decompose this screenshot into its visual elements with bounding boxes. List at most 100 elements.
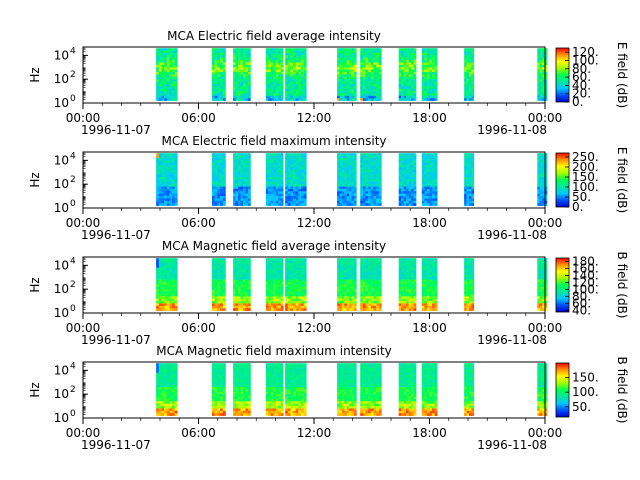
heatmap-cell: [290, 291, 294, 295]
heatmap-cell: [240, 301, 244, 304]
heatmap-cell: [301, 260, 304, 264]
heatmap-cell: [172, 289, 175, 292]
heatmap-cell: [429, 193, 433, 197]
heatmap-cell: [376, 88, 380, 92]
heatmap-cell: [365, 52, 369, 56]
heatmap-cell: [270, 76, 274, 80]
heatmap-cell: [278, 69, 282, 73]
heatmap-cell: [220, 169, 224, 173]
heatmap-cell: [270, 57, 274, 61]
heatmap-cell: [164, 289, 168, 292]
heatmap-cell: [471, 198, 475, 202]
data-block: [156, 153, 178, 206]
heatmap-cell: [217, 155, 221, 159]
heatmap-cell: [471, 203, 475, 206]
heatmap-cell: [464, 88, 467, 92]
heatmap-cell: [373, 196, 377, 199]
heatmap-cell: [360, 265, 364, 269]
heatmap-cell: [303, 165, 307, 168]
heatmap-cell: [346, 62, 350, 66]
heatmap-cell: [273, 181, 277, 185]
heatmap-cell: [240, 167, 244, 171]
heatmap-cell: [174, 270, 178, 273]
heatmap-cell: [411, 279, 414, 283]
heatmap-cell: [164, 76, 168, 80]
heatmap-cell: [214, 284, 218, 288]
heatmap-cell: [220, 258, 224, 261]
heatmap-cell: [339, 67, 343, 70]
heatmap-cell: [544, 198, 548, 202]
heatmap-cell: [368, 296, 372, 299]
heatmap-cell: [235, 291, 239, 295]
heatmap-cell: [214, 155, 218, 159]
heatmap-cell: [464, 179, 467, 183]
heatmap-cell: [468, 282, 472, 285]
heatmap-cell: [429, 279, 433, 283]
heatmap-cell: [537, 91, 541, 94]
heatmap-cell: [466, 308, 470, 311]
heatmap-cell: [349, 83, 352, 87]
heatmap-cell: [158, 98, 162, 101]
heatmap-cell: [285, 298, 289, 302]
heatmap-cell: [222, 79, 226, 82]
heatmap-cell: [238, 267, 241, 271]
heatmap-cell: [398, 303, 402, 307]
heatmap-cell: [240, 57, 244, 61]
heatmap-cell: [174, 184, 178, 187]
heatmap-cell: [421, 291, 425, 295]
heatmap-cell: [156, 282, 160, 285]
heatmap-cell: [424, 81, 428, 85]
heatmap-cell: [295, 301, 299, 304]
heatmap-cell: [238, 277, 241, 280]
heatmap-cell: [278, 57, 282, 61]
x-tick-label: 00:00: [66, 321, 101, 335]
heatmap-cell: [287, 303, 291, 307]
heatmap-cell: [235, 57, 239, 61]
heatmap-cell: [174, 372, 178, 376]
heatmap-cell: [293, 155, 297, 159]
heatmap-cell: [290, 76, 294, 80]
heatmap-cell: [434, 67, 438, 70]
heatmap-cell: [161, 172, 165, 175]
heatmap-cell: [172, 57, 175, 61]
heatmap-cell: [339, 72, 343, 75]
heatmap-cell: [243, 270, 246, 273]
heatmap-cell: [360, 169, 364, 173]
heatmap-cell: [238, 91, 241, 94]
heatmap-cell: [376, 95, 380, 99]
heatmap-cell: [434, 64, 438, 68]
heatmap-cell: [156, 198, 160, 202]
heatmap-cell: [424, 291, 428, 295]
heatmap-cell: [411, 262, 414, 266]
heatmap-cell: [273, 191, 277, 194]
heatmap-cell: [464, 60, 467, 63]
heatmap-cell: [265, 162, 269, 166]
heatmap-cell: [370, 60, 374, 63]
heatmap-cell: [287, 162, 291, 166]
heatmap-cell: [406, 279, 409, 283]
heatmap-cell: [376, 79, 380, 82]
heatmap-cell: [542, 172, 545, 175]
heatmap-cell: [293, 272, 297, 276]
heatmap-cell: [158, 398, 162, 402]
heatmap-cell: [376, 286, 380, 290]
heatmap-cell: [413, 74, 417, 78]
heatmap-cell: [344, 270, 348, 273]
heatmap-cell: [368, 76, 372, 80]
heatmap-cell: [411, 305, 414, 309]
heatmap-cell: [265, 298, 269, 302]
heatmap-cell: [432, 289, 435, 292]
heatmap-cell: [346, 67, 350, 70]
heatmap-cell: [268, 267, 272, 271]
heatmap-cell: [278, 186, 282, 190]
heatmap-cell: [401, 93, 404, 97]
heatmap-cell: [341, 291, 345, 295]
heatmap-cell: [362, 293, 366, 297]
heatmap-cell: [360, 62, 364, 66]
heatmap-cell: [164, 174, 168, 178]
heatmap-cell: [164, 169, 168, 173]
heatmap-cell: [434, 200, 438, 204]
heatmap-cell: [429, 93, 433, 97]
heatmap-cell: [542, 272, 545, 276]
heatmap-cell: [233, 184, 236, 187]
